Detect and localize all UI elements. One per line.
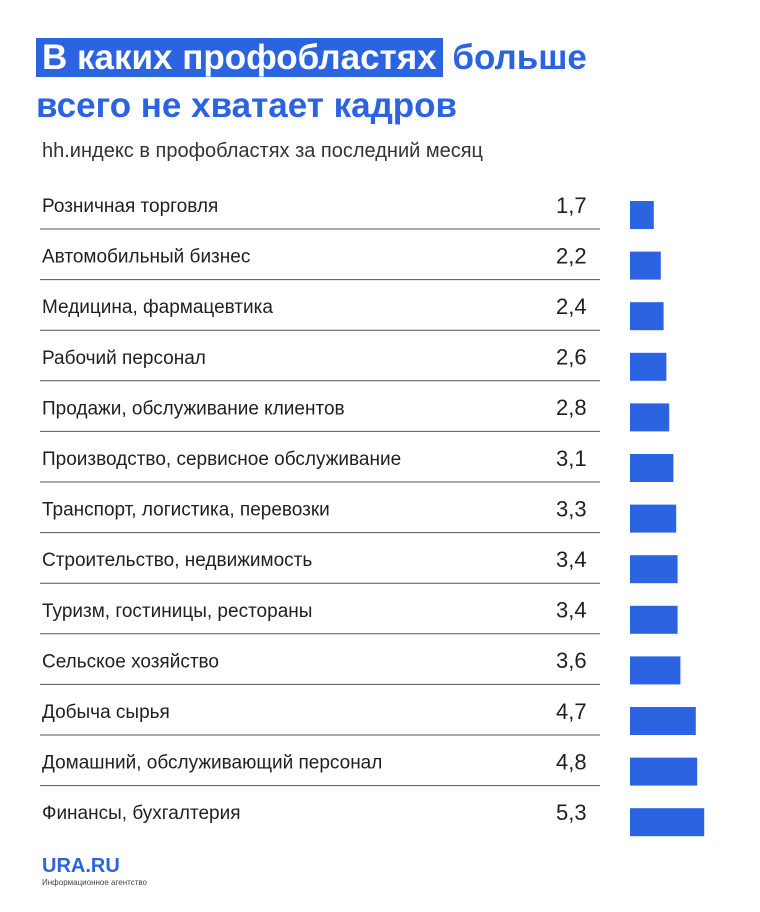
category-label: Продажи, обслуживание клиентов <box>42 398 345 419</box>
bar <box>630 352 667 381</box>
bar <box>630 454 674 482</box>
category-label: Финансы, бухгалтерия <box>42 803 240 824</box>
subtitle: hh.индекс в профобластях за последний ме… <box>42 140 484 162</box>
value-label: 2,2 <box>556 243 587 268</box>
title: В каких профобластях больше всего не хват… <box>36 34 587 130</box>
bar <box>630 302 664 331</box>
title-part: всего не хватает кадров <box>36 86 458 125</box>
logo-caption: Информационное агентство <box>42 878 147 887</box>
value-label: 4,7 <box>556 699 587 724</box>
logo-text: URA.RU <box>42 855 120 877</box>
category-label: Строительство, недвижимость <box>42 550 312 571</box>
value-label: 3,4 <box>556 547 587 572</box>
category-label: Рабочий персонал <box>42 348 206 369</box>
bar <box>630 757 698 786</box>
logo: URA.RU Информационное агентство <box>42 855 147 887</box>
title-part: больше <box>452 38 587 77</box>
bar <box>630 656 681 685</box>
title-highlight: В каких профобластях <box>36 38 443 77</box>
bar <box>630 605 678 634</box>
bar <box>630 251 661 280</box>
value-label: 1,7 <box>556 193 587 218</box>
bar <box>630 504 677 533</box>
category-label: Медицина, фармацевтика <box>42 297 273 318</box>
value-label: 3,1 <box>556 446 587 471</box>
bar <box>630 201 654 229</box>
bar <box>630 403 670 432</box>
value-label: 3,4 <box>556 598 587 623</box>
bar <box>630 555 678 584</box>
category-label: Производство, сервисное обслуживание <box>42 449 401 470</box>
bar <box>630 808 705 837</box>
category-label: Домашний, обслуживающий персонал <box>42 753 382 774</box>
value-label: 5,3 <box>556 800 587 825</box>
value-label: 3,6 <box>556 648 587 673</box>
category-label: Розничная торговля <box>42 196 218 217</box>
value-label: 4,8 <box>556 749 587 774</box>
value-label: 2,4 <box>556 294 587 319</box>
category-label: Добыча сырья <box>42 702 170 723</box>
value-label: 2,6 <box>556 345 587 370</box>
category-label: Сельское хозяйство <box>42 651 219 672</box>
value-label: 2,8 <box>556 395 587 420</box>
bar <box>630 707 696 735</box>
category-label: Транспорт, логистика, перевозки <box>42 500 330 521</box>
value-label: 3,3 <box>556 496 587 521</box>
category-label: Туризм, гостиницы, рестораны <box>42 601 312 622</box>
category-label: Автомобильный бизнес <box>42 247 250 268</box>
